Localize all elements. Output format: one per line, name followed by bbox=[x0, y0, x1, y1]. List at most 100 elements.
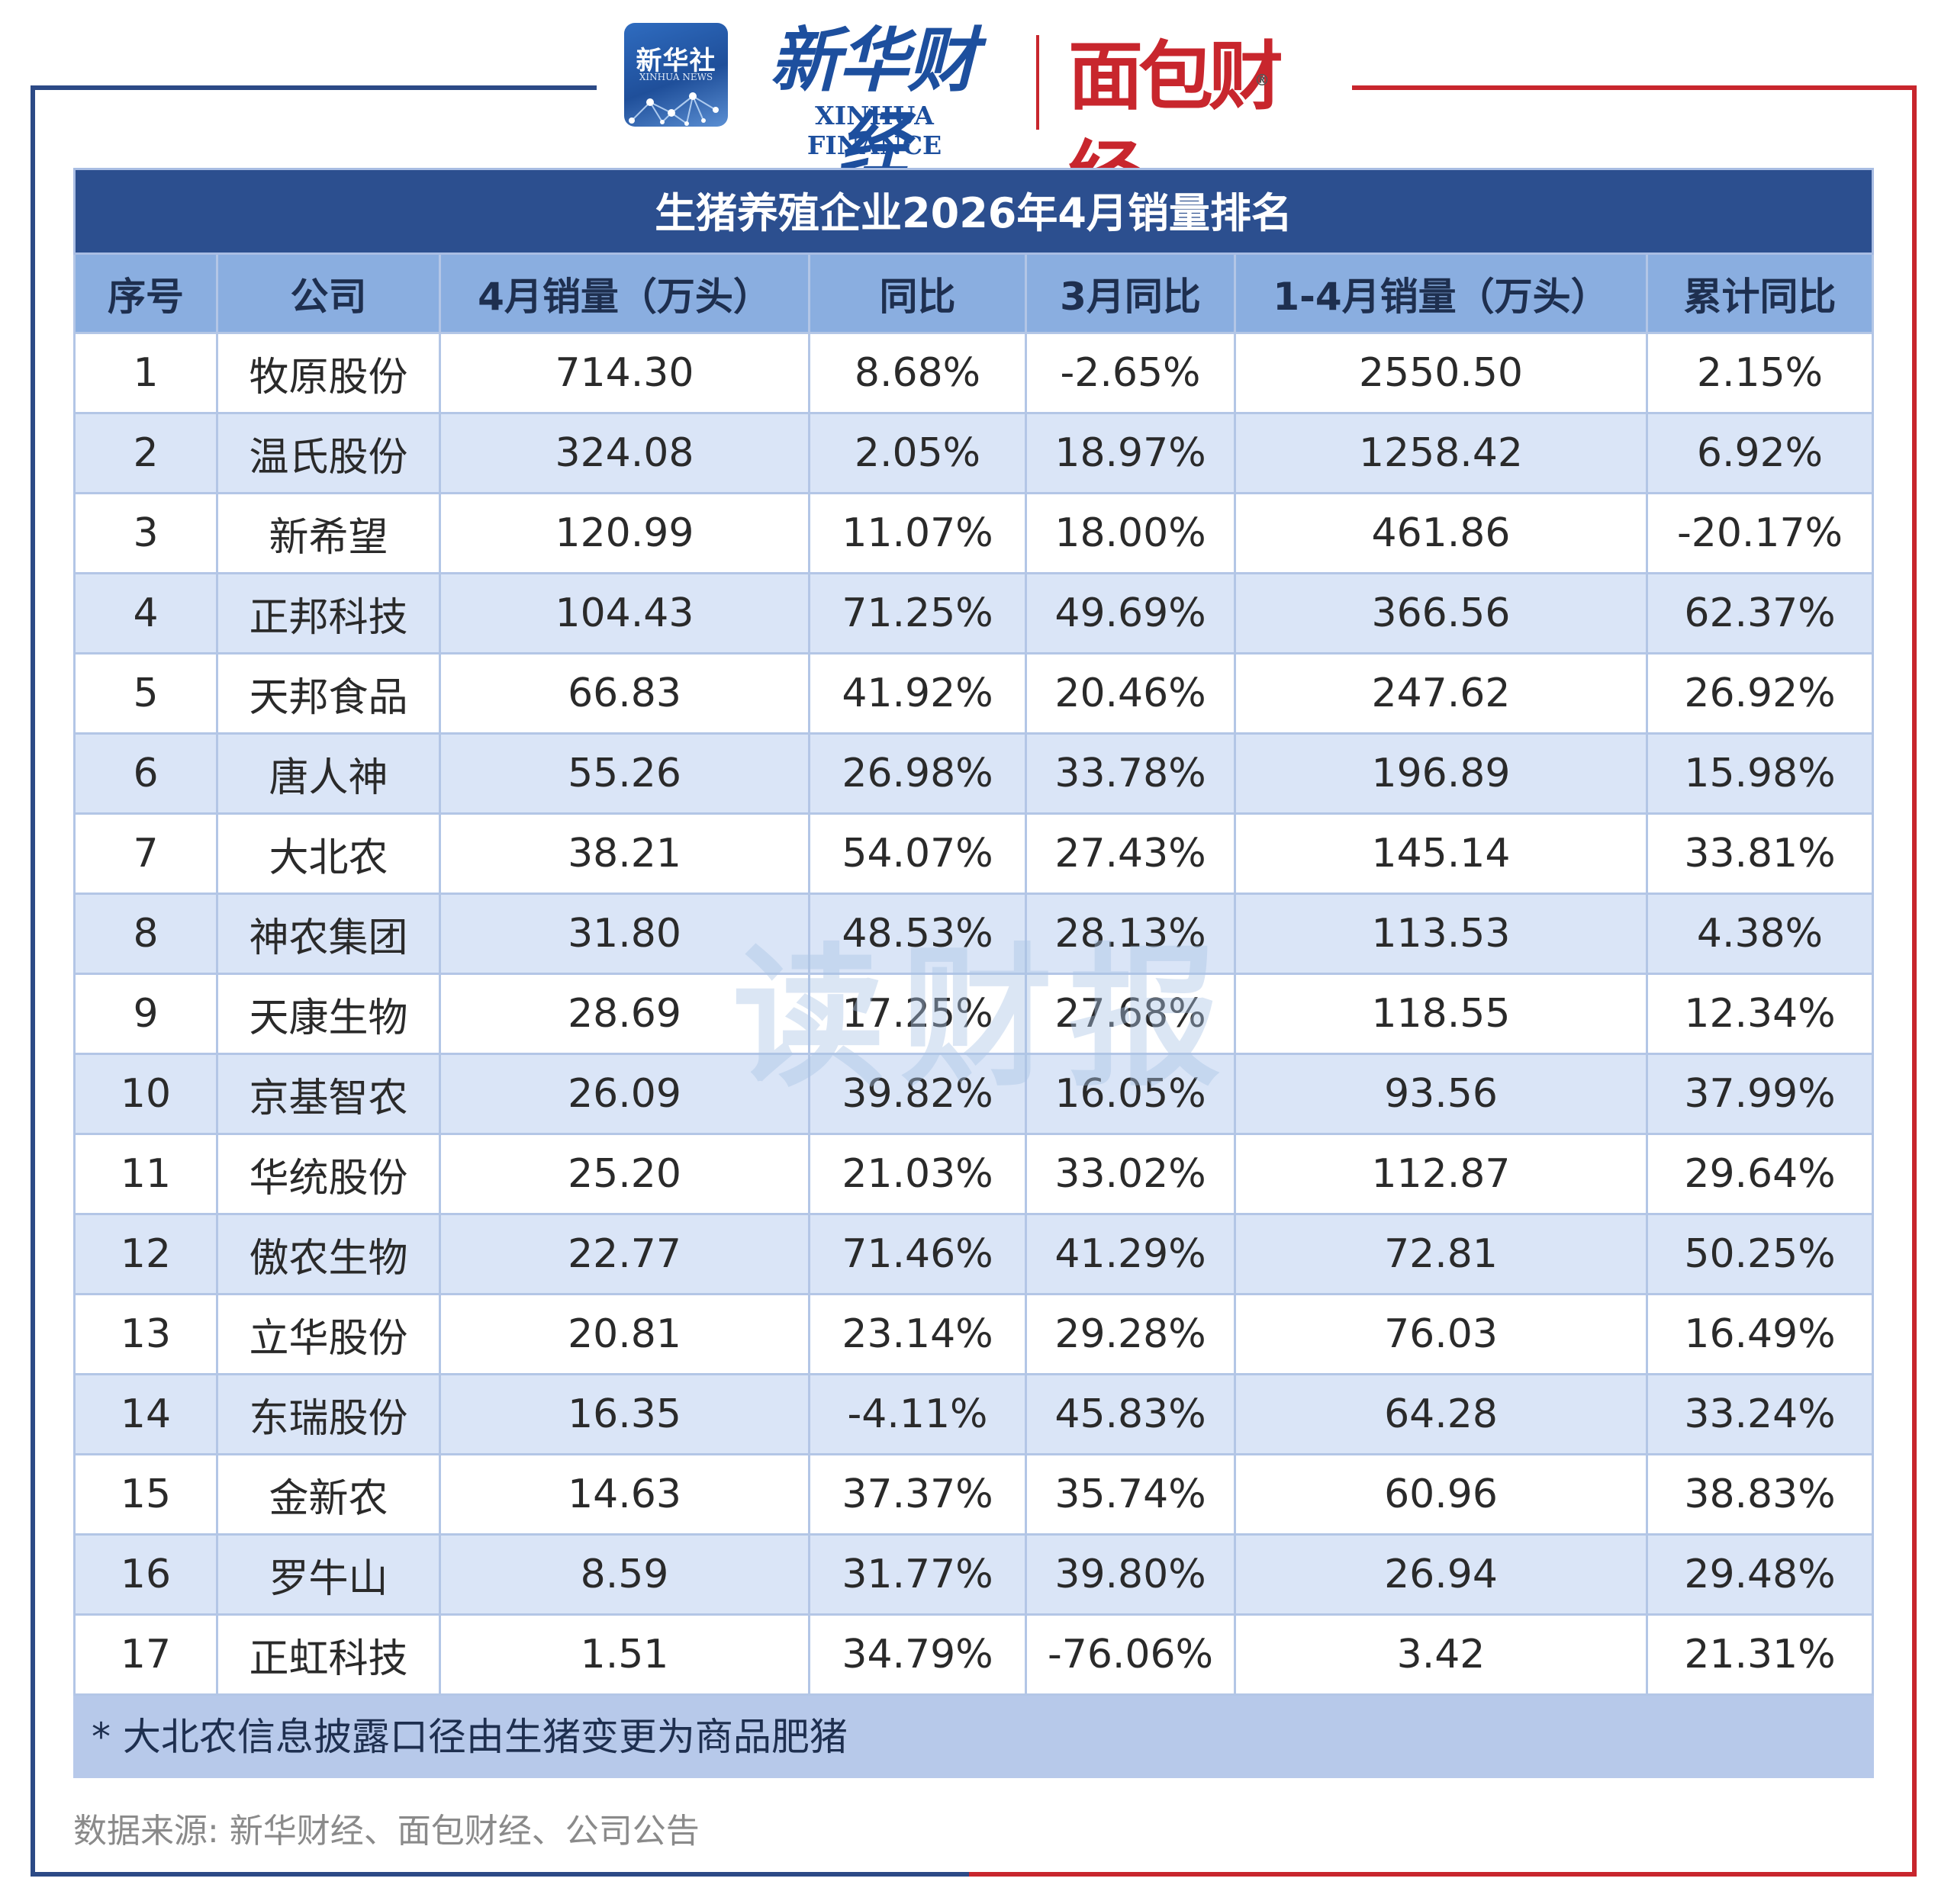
frame-right-line bbox=[1912, 85, 1917, 1877]
data-source: 数据来源: 新华财经、面包财经、公司公告 bbox=[73, 1812, 700, 1851]
cell-ytd-sales: 113.53 bbox=[1236, 895, 1648, 975]
cell-yoy: 71.25% bbox=[810, 574, 1027, 654]
frame-top-right-line bbox=[1352, 85, 1917, 90]
table-row: 2 温氏股份 324.08 2.05% 18.97% 1258.42 6.92% bbox=[73, 414, 1874, 494]
column-header-march-yoy: 3月同比 bbox=[1027, 255, 1236, 334]
cell-rank: 2 bbox=[73, 414, 218, 494]
cell-april-sales: 324.08 bbox=[441, 414, 810, 494]
cell-company: 唐人神 bbox=[218, 735, 441, 815]
cell-march-yoy: 18.00% bbox=[1027, 494, 1236, 574]
frame-bottom-right-line bbox=[969, 1872, 1917, 1877]
cell-yoy: 48.53% bbox=[810, 895, 1027, 975]
cell-company: 京基智农 bbox=[218, 1055, 441, 1135]
cell-company: 罗牛山 bbox=[218, 1536, 441, 1616]
cell-march-yoy: 27.68% bbox=[1027, 975, 1236, 1055]
cell-april-sales: 20.81 bbox=[441, 1295, 810, 1375]
table-row: 12 傲农生物 22.77 71.46% 41.29% 72.81 50.25% bbox=[73, 1215, 1874, 1295]
cell-yoy: 39.82% bbox=[810, 1055, 1027, 1135]
xinhua-finance-logo-en: XINHUA FINANCE bbox=[806, 101, 942, 160]
table-row: 1 牧原股份 714.30 8.68% -2.65% 2550.50 2.15% bbox=[73, 334, 1874, 414]
cell-april-sales: 1.51 bbox=[441, 1616, 810, 1696]
column-header-ytd-sales: 1-4月销量（万头） bbox=[1236, 255, 1648, 334]
cell-march-yoy: 35.74% bbox=[1027, 1455, 1236, 1536]
cell-company: 天邦食品 bbox=[218, 654, 441, 735]
cell-ytd-yoy: -20.17% bbox=[1648, 494, 1874, 574]
cell-ytd-yoy: 26.92% bbox=[1648, 654, 1874, 735]
cell-rank: 1 bbox=[73, 334, 218, 414]
cell-company: 神农集团 bbox=[218, 895, 441, 975]
cell-march-yoy: 33.78% bbox=[1027, 735, 1236, 815]
cell-rank: 4 bbox=[73, 574, 218, 654]
cell-yoy: 21.03% bbox=[810, 1135, 1027, 1215]
sales-ranking-table: 生猪养殖企业2026年4月销量排名 序号 公司 4月销量（万头） 同比 3月同比… bbox=[73, 168, 1874, 1778]
table-row: 6 唐人神 55.26 26.98% 33.78% 196.89 15.98% bbox=[73, 735, 1874, 815]
cell-march-yoy: -2.65% bbox=[1027, 334, 1236, 414]
cell-company: 温氏股份 bbox=[218, 414, 441, 494]
registered-mark: ® bbox=[1254, 71, 1270, 89]
table-body: 1 牧原股份 714.30 8.68% -2.65% 2550.50 2.15% 2 温氏股份 3… bbox=[73, 334, 1874, 1696]
cell-rank: 16 bbox=[73, 1536, 218, 1616]
cell-march-yoy: 49.69% bbox=[1027, 574, 1236, 654]
cell-march-yoy: 39.80% bbox=[1027, 1536, 1236, 1616]
cell-ytd-sales: 112.87 bbox=[1236, 1135, 1648, 1215]
cell-yoy: 2.05% bbox=[810, 414, 1027, 494]
table-row: 13 立华股份 20.81 23.14% 29.28% 76.03 16.49% bbox=[73, 1295, 1874, 1375]
column-header-ytd-yoy: 累计同比 bbox=[1648, 255, 1874, 334]
xinhua-finance-logo-cn: 新华财经 bbox=[769, 19, 977, 185]
cell-april-sales: 14.63 bbox=[441, 1455, 810, 1536]
table-row: 10 京基智农 26.09 39.82% 16.05% 93.56 37.99% bbox=[73, 1055, 1874, 1135]
cell-ytd-sales: 366.56 bbox=[1236, 574, 1648, 654]
cell-march-yoy: 27.43% bbox=[1027, 815, 1236, 895]
column-header-company: 公司 bbox=[218, 255, 441, 334]
cell-april-sales: 28.69 bbox=[441, 975, 810, 1055]
column-header-yoy: 同比 bbox=[810, 255, 1027, 334]
cell-ytd-yoy: 62.37% bbox=[1648, 574, 1874, 654]
cell-yoy: 31.77% bbox=[810, 1536, 1027, 1616]
cell-rank: 6 bbox=[73, 735, 218, 815]
cell-march-yoy: 28.13% bbox=[1027, 895, 1236, 975]
table-row: 5 天邦食品 66.83 41.92% 20.46% 247.62 26.92% bbox=[73, 654, 1874, 735]
cell-yoy: 41.92% bbox=[810, 654, 1027, 735]
cell-march-yoy: 33.02% bbox=[1027, 1135, 1236, 1215]
cell-ytd-yoy: 16.49% bbox=[1648, 1295, 1874, 1375]
cell-yoy: 71.46% bbox=[810, 1215, 1027, 1295]
cell-company: 正虹科技 bbox=[218, 1616, 441, 1696]
cell-ytd-sales: 2550.50 bbox=[1236, 334, 1648, 414]
table-row: 3 新希望 120.99 11.07% 18.00% 461.86 -20.17% bbox=[73, 494, 1874, 574]
cell-ytd-sales: 72.81 bbox=[1236, 1215, 1648, 1295]
cell-april-sales: 25.20 bbox=[441, 1135, 810, 1215]
xinhua-news-logo: 新华社 XINHUA NEWS bbox=[624, 23, 728, 127]
table-row: 4 正邦科技 104.43 71.25% 49.69% 366.56 62.37% bbox=[73, 574, 1874, 654]
cell-ytd-yoy: 37.99% bbox=[1648, 1055, 1874, 1135]
cell-ytd-sales: 64.28 bbox=[1236, 1375, 1648, 1455]
cell-march-yoy: 29.28% bbox=[1027, 1295, 1236, 1375]
cell-ytd-sales: 145.14 bbox=[1236, 815, 1648, 895]
cell-march-yoy: -76.06% bbox=[1027, 1616, 1236, 1696]
table-row: 8 神农集团 31.80 48.53% 28.13% 113.53 4.38% bbox=[73, 895, 1874, 975]
cell-company: 大北农 bbox=[218, 815, 441, 895]
cell-april-sales: 16.35 bbox=[441, 1375, 810, 1455]
cell-yoy: 8.68% bbox=[810, 334, 1027, 414]
cell-company: 正邦科技 bbox=[218, 574, 441, 654]
column-header-april-sales: 4月销量（万头） bbox=[441, 255, 810, 334]
cell-ytd-yoy: 33.24% bbox=[1648, 1375, 1874, 1455]
cell-yoy: 17.25% bbox=[810, 975, 1027, 1055]
cell-ytd-sales: 60.96 bbox=[1236, 1455, 1648, 1536]
cell-ytd-sales: 118.55 bbox=[1236, 975, 1648, 1055]
table-row: 16 罗牛山 8.59 31.77% 39.80% 26.94 29.48% bbox=[73, 1536, 1874, 1616]
cell-ytd-yoy: 2.15% bbox=[1648, 334, 1874, 414]
table-row: 9 天康生物 28.69 17.25% 27.68% 118.55 12.34% bbox=[73, 975, 1874, 1055]
cell-yoy: 37.37% bbox=[810, 1455, 1027, 1536]
cell-april-sales: 8.59 bbox=[441, 1536, 810, 1616]
cell-ytd-yoy: 15.98% bbox=[1648, 735, 1874, 815]
table-row: 7 大北农 38.21 54.07% 27.43% 145.14 33.81% bbox=[73, 815, 1874, 895]
cell-company: 天康生物 bbox=[218, 975, 441, 1055]
cell-ytd-sales: 3.42 bbox=[1236, 1616, 1648, 1696]
table-note: * 大北农信息披露口径由生猪变更为商品肥猪 bbox=[73, 1696, 1874, 1778]
cell-ytd-yoy: 6.92% bbox=[1648, 414, 1874, 494]
cell-yoy: 11.07% bbox=[810, 494, 1027, 574]
cell-rank: 11 bbox=[73, 1135, 218, 1215]
cell-rank: 3 bbox=[73, 494, 218, 574]
cell-march-yoy: 20.46% bbox=[1027, 654, 1236, 735]
cell-company: 华统股份 bbox=[218, 1135, 441, 1215]
